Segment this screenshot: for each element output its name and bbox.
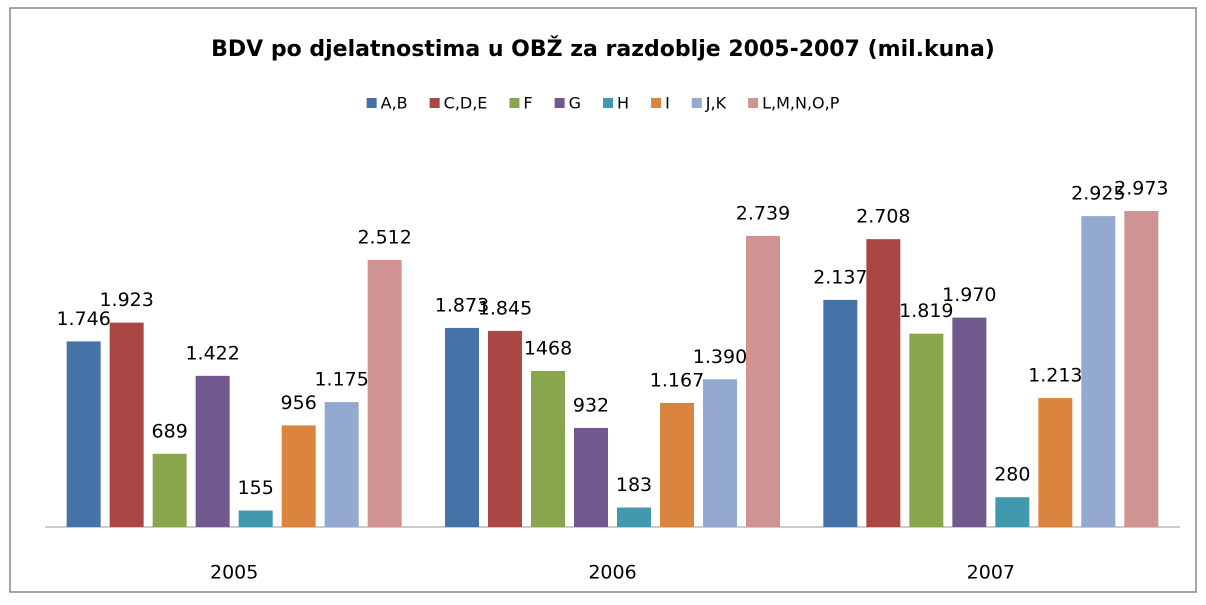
bar	[909, 333, 944, 527]
legend-label: L,M,N,O,P	[762, 94, 840, 113]
data-label: 932	[573, 394, 609, 416]
legend-label: A,B	[381, 94, 408, 113]
legend-label: C,D,E	[444, 94, 488, 113]
bar	[281, 425, 316, 527]
legend-swatch	[429, 98, 440, 108]
chart-title: BDV po djelatnostima u OBŽ za razdoblje …	[211, 36, 995, 62]
bar	[823, 299, 858, 527]
data-label: 2.512	[357, 226, 411, 248]
data-label: 155	[238, 477, 274, 499]
data-label: 1.175	[314, 369, 368, 391]
bar	[660, 402, 694, 527]
legend-label: H	[617, 94, 629, 113]
data-label: 1.923	[99, 289, 153, 311]
data-label: 1.167	[650, 369, 704, 391]
legend-swatch	[366, 98, 377, 108]
data-label: 1.390	[693, 346, 747, 368]
data-label: 1.746	[56, 308, 110, 330]
legend-swatch	[509, 98, 520, 108]
bar	[952, 317, 987, 527]
data-label: 2.925	[1071, 183, 1125, 205]
bar	[367, 259, 402, 527]
legend-label: G	[569, 94, 581, 113]
bar	[324, 402, 359, 527]
bar	[445, 327, 479, 527]
legend-swatch	[554, 98, 565, 108]
data-label: 2.708	[856, 206, 910, 228]
data-label: 1.819	[899, 300, 953, 322]
legend-swatch	[691, 98, 702, 108]
data-label: 1.845	[478, 297, 532, 319]
bar	[488, 330, 522, 527]
data-label: 1468	[524, 337, 572, 359]
bar	[1038, 398, 1073, 527]
x-tick-label: 2007	[967, 562, 1015, 584]
bar	[995, 497, 1030, 527]
data-label: 1.873	[435, 294, 489, 316]
bar	[1124, 211, 1159, 527]
data-label: 956	[281, 392, 317, 414]
data-label: 183	[616, 474, 652, 496]
data-label: 280	[994, 464, 1030, 486]
data-label: 2.137	[813, 266, 867, 288]
legend-label: J,K	[705, 94, 727, 113]
legend-swatch	[748, 98, 759, 108]
bar	[109, 322, 144, 527]
bar	[195, 375, 230, 527]
bar	[152, 453, 187, 527]
bar	[746, 235, 780, 528]
bar	[703, 379, 737, 527]
x-tick-label: 2005	[210, 562, 258, 584]
legend-label: I	[665, 94, 670, 113]
data-label: 689	[152, 420, 188, 442]
bar	[574, 427, 608, 527]
legend-swatch	[603, 98, 614, 108]
bar	[866, 239, 901, 527]
data-label: 2.739	[736, 202, 790, 224]
legend-label: F	[523, 94, 532, 113]
data-label: 2.973	[1114, 178, 1168, 200]
bar	[531, 370, 565, 527]
data-label: 1.422	[185, 342, 239, 364]
bar	[66, 341, 101, 527]
x-tick-label: 2006	[588, 562, 636, 584]
bar	[238, 510, 273, 527]
data-label: 1.213	[1028, 365, 1082, 387]
data-label: 1.970	[942, 284, 996, 306]
bar	[617, 507, 651, 527]
bar	[1081, 216, 1116, 527]
legend-swatch	[651, 98, 662, 108]
